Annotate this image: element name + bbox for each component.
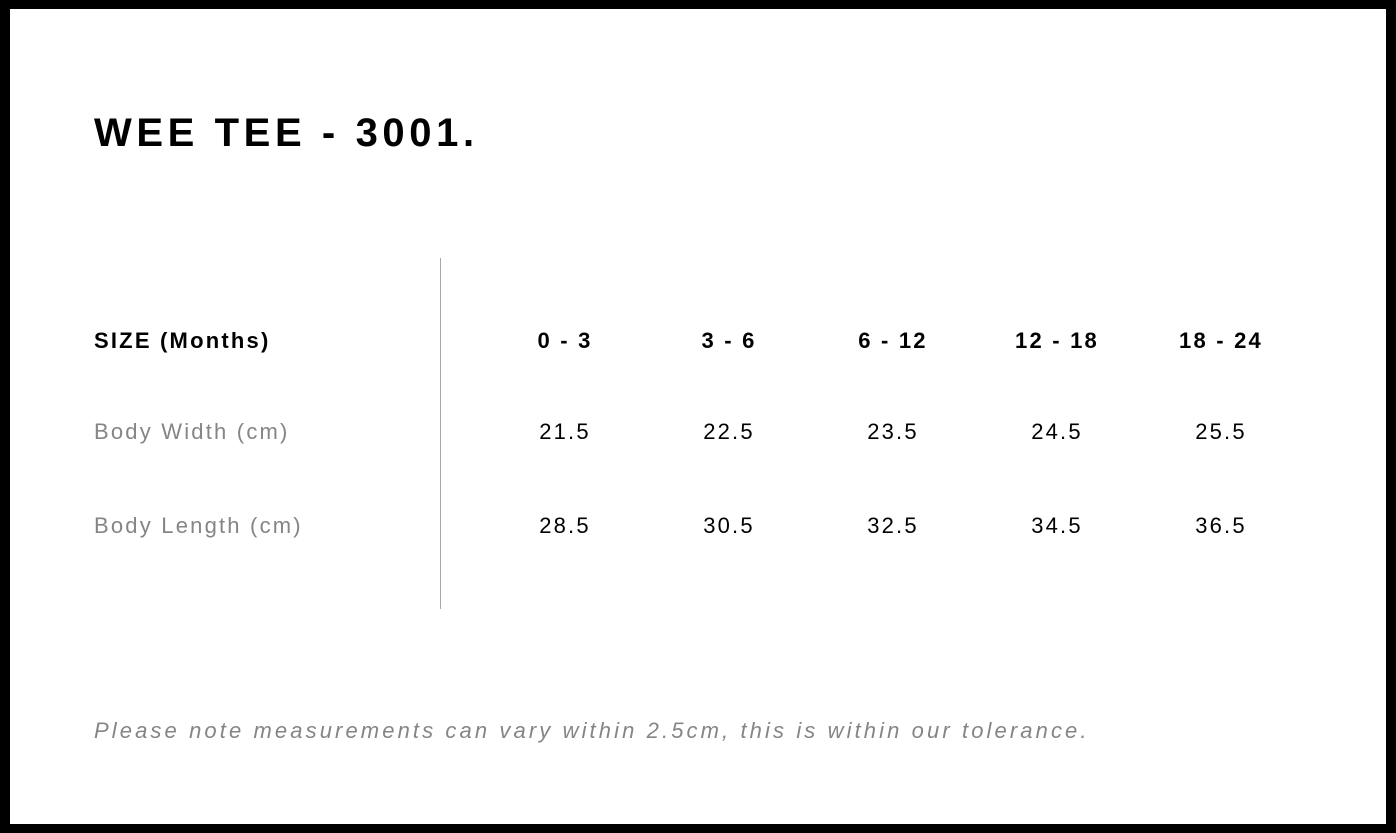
size-header-label: SIZE (Months): [94, 328, 271, 353]
column-divider: [440, 258, 441, 609]
value-cell: 22.5: [703, 419, 755, 444]
size-chart-card: WEE TEE - 3001. SIZE (Months) 0 - 3 3 - …: [10, 9, 1386, 824]
tolerance-note: Please note measurements can vary within…: [94, 718, 1090, 743]
row-label: Body Length (cm): [94, 513, 303, 538]
row-label: Body Width (cm): [94, 419, 290, 444]
value-cell: 36.5: [1195, 513, 1247, 538]
body-width-row: Body Width (cm) 21.5 22.5 23.5 24.5 25.5: [10, 417, 1386, 447]
size-cell: 0 - 3: [537, 328, 593, 353]
size-header-row: SIZE (Months) 0 - 3 3 - 6 6 - 12 12 - 18…: [10, 326, 1386, 356]
value-cell: 30.5: [703, 513, 755, 538]
value-cell: 23.5: [867, 419, 919, 444]
value-cell: 32.5: [867, 513, 919, 538]
size-cell: 6 - 12: [858, 328, 928, 353]
value-cell: 28.5: [539, 513, 591, 538]
body-length-row: Body Length (cm) 28.5 30.5 32.5 34.5 36.…: [10, 511, 1386, 541]
page-title: WEE TEE - 3001.: [94, 111, 479, 155]
value-cell: 24.5: [1031, 419, 1083, 444]
value-cell: 34.5: [1031, 513, 1083, 538]
value-cell: 21.5: [539, 419, 591, 444]
size-cell: 18 - 24: [1179, 328, 1263, 353]
value-cell: 25.5: [1195, 419, 1247, 444]
size-cell: 3 - 6: [701, 328, 757, 353]
size-cell: 12 - 18: [1015, 328, 1099, 353]
